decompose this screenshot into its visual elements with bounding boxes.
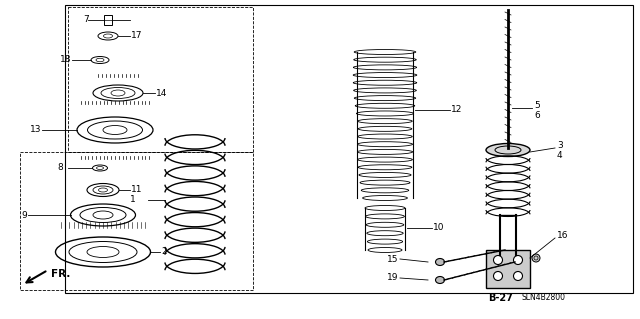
Ellipse shape xyxy=(435,277,445,284)
Ellipse shape xyxy=(486,144,530,157)
Bar xyxy=(104,15,112,25)
Text: 9: 9 xyxy=(21,211,27,219)
Ellipse shape xyxy=(532,254,540,262)
Ellipse shape xyxy=(435,258,445,265)
Text: 17: 17 xyxy=(131,32,143,41)
Bar xyxy=(486,250,530,288)
Text: 8: 8 xyxy=(57,164,63,173)
Circle shape xyxy=(513,271,522,280)
Text: 2: 2 xyxy=(161,248,166,256)
Bar xyxy=(68,7,253,152)
Text: 12: 12 xyxy=(451,106,462,115)
Text: 3: 3 xyxy=(557,140,563,150)
Bar xyxy=(65,5,633,293)
Text: SLN4B2800: SLN4B2800 xyxy=(522,293,566,302)
Text: 7: 7 xyxy=(83,16,89,25)
Text: 16: 16 xyxy=(557,231,568,240)
Text: FR.: FR. xyxy=(51,269,70,279)
Text: 1: 1 xyxy=(131,196,136,204)
Text: 15: 15 xyxy=(387,255,398,263)
Circle shape xyxy=(493,271,502,280)
Text: 18: 18 xyxy=(60,56,72,64)
Text: 6: 6 xyxy=(534,110,540,120)
Text: 10: 10 xyxy=(433,224,445,233)
Text: 5: 5 xyxy=(534,100,540,109)
Text: B-27: B-27 xyxy=(488,293,513,303)
Text: 13: 13 xyxy=(30,125,42,135)
Circle shape xyxy=(513,256,522,264)
Text: 19: 19 xyxy=(387,273,398,283)
Text: 11: 11 xyxy=(131,186,143,195)
Bar xyxy=(20,152,253,290)
Circle shape xyxy=(493,256,502,264)
Text: 14: 14 xyxy=(156,88,168,98)
Text: 4: 4 xyxy=(557,151,563,160)
